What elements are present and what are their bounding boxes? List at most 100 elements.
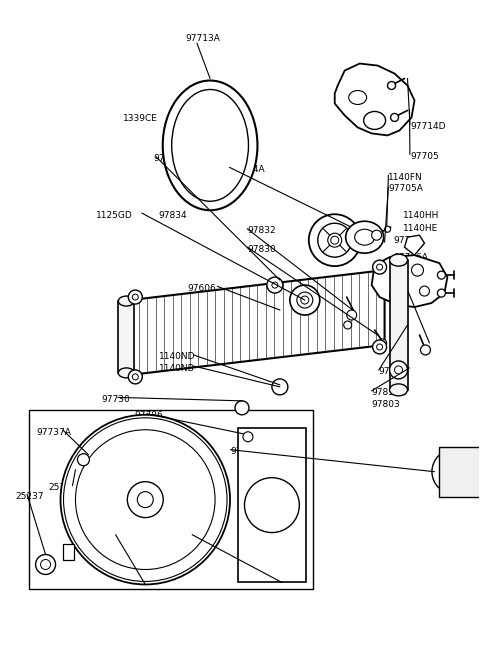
Circle shape (372, 340, 386, 354)
Circle shape (437, 271, 445, 279)
Ellipse shape (348, 90, 367, 105)
Circle shape (446, 464, 462, 479)
Bar (238, 428, 306, 582)
Text: 97788: 97788 (230, 447, 259, 456)
Text: 25393: 25393 (48, 483, 77, 492)
Circle shape (387, 81, 396, 90)
Circle shape (77, 454, 89, 466)
PathPatch shape (372, 255, 447, 307)
Text: 1140NB: 1140NB (158, 364, 194, 373)
Text: 97714D: 97714D (410, 122, 445, 131)
Text: 25237: 25237 (15, 492, 44, 500)
Circle shape (272, 379, 288, 395)
Text: 1140FN: 1140FN (388, 173, 423, 181)
Circle shape (379, 339, 386, 347)
Text: 1140HH: 1140HH (403, 210, 439, 219)
Polygon shape (106, 436, 141, 484)
Circle shape (301, 296, 309, 304)
Ellipse shape (163, 81, 257, 210)
Text: 1140ND: 1140ND (158, 352, 195, 362)
Circle shape (137, 492, 153, 508)
PathPatch shape (130, 270, 384, 375)
Ellipse shape (441, 458, 468, 485)
Circle shape (395, 366, 403, 374)
Circle shape (235, 401, 249, 415)
Circle shape (132, 374, 138, 380)
Circle shape (390, 290, 399, 300)
Circle shape (243, 432, 253, 441)
Circle shape (384, 226, 391, 233)
Ellipse shape (172, 90, 249, 201)
Bar (119, 301, 134, 373)
Text: 97705: 97705 (410, 152, 439, 160)
Circle shape (36, 555, 56, 574)
Ellipse shape (119, 296, 134, 306)
Polygon shape (87, 508, 132, 550)
PathPatch shape (335, 64, 415, 136)
Text: 97735: 97735 (173, 532, 202, 541)
Circle shape (392, 267, 404, 279)
Circle shape (411, 264, 423, 276)
Circle shape (420, 286, 430, 296)
Ellipse shape (346, 221, 384, 253)
Circle shape (75, 430, 215, 569)
Circle shape (267, 277, 283, 293)
Ellipse shape (309, 214, 360, 266)
Circle shape (390, 361, 408, 379)
Text: 97833: 97833 (154, 155, 182, 163)
Bar (29, 410, 313, 590)
Bar (62, 544, 74, 559)
Polygon shape (163, 472, 210, 500)
Circle shape (128, 290, 142, 304)
Ellipse shape (390, 384, 408, 396)
Text: 97730: 97730 (101, 395, 130, 404)
Text: 25395: 25395 (94, 532, 123, 541)
Ellipse shape (364, 111, 385, 130)
Circle shape (60, 415, 230, 584)
Polygon shape (158, 508, 204, 550)
Bar (390, 260, 408, 390)
Circle shape (391, 113, 398, 121)
Circle shape (132, 294, 138, 300)
Text: 97803: 97803 (372, 400, 400, 409)
Text: 97737A: 97737A (36, 428, 72, 437)
Text: 97852A: 97852A (372, 388, 407, 398)
Ellipse shape (355, 229, 374, 245)
Text: 97834: 97834 (158, 210, 187, 219)
Text: 97802: 97802 (379, 367, 408, 377)
Text: 97832: 97832 (247, 226, 276, 235)
Ellipse shape (318, 223, 352, 257)
Ellipse shape (297, 292, 313, 308)
Text: 97644A: 97644A (230, 165, 265, 174)
Ellipse shape (119, 368, 134, 378)
Text: 1140HE: 1140HE (403, 223, 438, 233)
Polygon shape (131, 519, 159, 563)
Circle shape (372, 230, 382, 240)
Circle shape (372, 260, 386, 274)
Circle shape (420, 345, 431, 355)
Circle shape (331, 236, 339, 244)
PathPatch shape (405, 235, 424, 255)
Ellipse shape (328, 233, 342, 247)
Text: 97606: 97606 (187, 284, 216, 293)
Circle shape (344, 321, 352, 329)
Circle shape (272, 282, 278, 288)
Circle shape (377, 344, 383, 350)
Text: 97830: 97830 (247, 244, 276, 253)
Circle shape (347, 310, 357, 320)
Text: 97703: 97703 (393, 236, 422, 245)
Circle shape (128, 370, 142, 384)
Polygon shape (81, 472, 127, 499)
Circle shape (437, 289, 445, 297)
Text: 97713A: 97713A (185, 34, 220, 43)
Ellipse shape (432, 449, 477, 494)
Text: 97786: 97786 (135, 411, 164, 421)
Text: 97716A: 97716A (393, 253, 428, 262)
Circle shape (377, 264, 383, 270)
Polygon shape (150, 437, 186, 484)
Text: 97705A: 97705A (388, 185, 423, 193)
Text: 1339CE: 1339CE (123, 114, 157, 123)
Ellipse shape (390, 254, 408, 266)
Circle shape (127, 481, 163, 517)
Bar (439, 447, 480, 496)
